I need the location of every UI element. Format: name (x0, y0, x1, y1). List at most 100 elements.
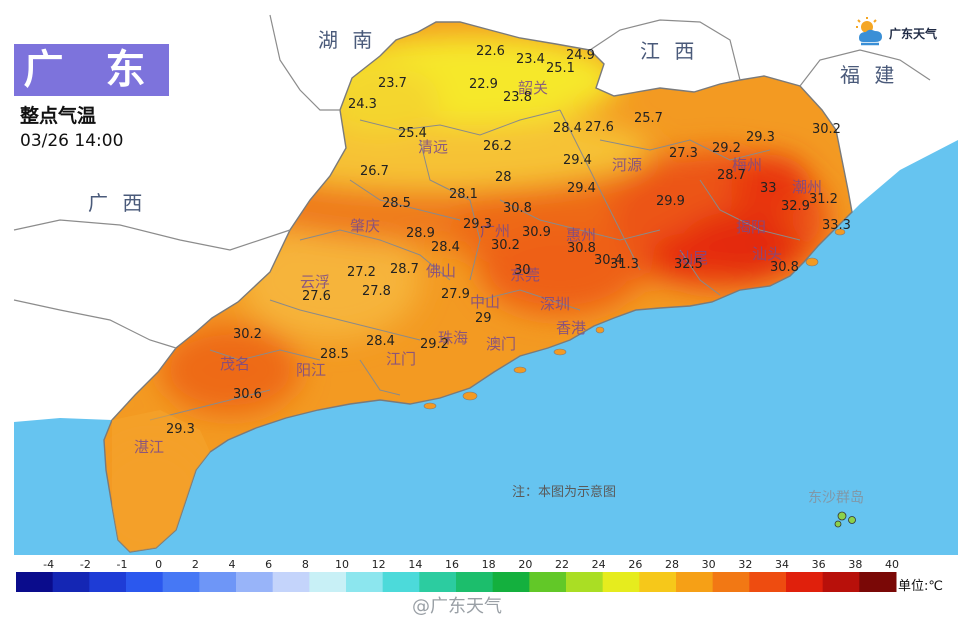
temp-label: 23.8 (503, 90, 532, 105)
temp-label: 27.3 (669, 146, 698, 161)
legend-swatch (859, 572, 897, 592)
legend-tick-label: -1 (117, 558, 128, 571)
city-label: 茂名 (220, 355, 250, 373)
legend-swatch (639, 572, 677, 592)
city-label: 肇庆 (350, 217, 380, 235)
legend-tick-label: 6 (265, 558, 272, 571)
legend-swatch (566, 572, 604, 592)
weibo-watermark: @广东天气 (412, 596, 502, 617)
temp-label: 28.9 (406, 226, 435, 241)
legend-tick-label: 38 (848, 558, 862, 571)
city-label: 汕头 (752, 245, 782, 263)
city-label: 湛江 (134, 438, 164, 456)
legend-tick-label: 20 (518, 558, 532, 571)
temp-label: 31.3 (610, 257, 639, 272)
temp-label: 33.3 (822, 218, 851, 233)
temp-label: 28.5 (320, 347, 349, 362)
temp-label: 24.9 (566, 48, 595, 63)
temp-label: 27.6 (302, 289, 331, 304)
temp-label: 30.9 (522, 225, 551, 240)
city-label: 江门 (386, 350, 416, 368)
temp-label: 29.9 (656, 194, 685, 209)
legend-swatch (712, 572, 750, 592)
legend-tick-label: 40 (885, 558, 899, 571)
city-label: 广州 (480, 222, 510, 240)
temp-label: 30.8 (770, 260, 799, 275)
city-label: 珠海 (438, 329, 468, 347)
city-label: 河源 (612, 156, 642, 174)
legend-tick-label: 0 (155, 558, 162, 571)
city-label: 深圳 (540, 295, 570, 313)
temp-label: 28 (495, 170, 512, 185)
temp-label: 23.4 (516, 52, 545, 67)
legend-swatch (236, 572, 274, 592)
temp-label: 28.4 (553, 121, 582, 136)
city-label: 汕尾 (678, 249, 708, 267)
temp-label: 30.4 (594, 253, 623, 268)
temp-label: 28.5 (382, 196, 411, 211)
legend-swatch (89, 572, 127, 592)
temp-label: 25.7 (634, 111, 663, 126)
legend-swatch (272, 572, 310, 592)
temperature-legend: -4 -2 -1 0 2 4 6 8 10 12 14 16 18 20 22 24 26 28 30 32 34 36 3… (16, 558, 899, 592)
temp-label: 22.9 (469, 77, 498, 92)
temp-label: 22.6 (476, 44, 505, 59)
temp-label: 24.3 (348, 97, 377, 112)
legend-tick-label: 18 (482, 558, 496, 571)
temp-label: 26.2 (483, 139, 512, 154)
temp-label: 30.8 (503, 201, 532, 216)
temp-label: 29.2 (712, 141, 741, 156)
city-label: 东莞 (510, 266, 540, 284)
legend-tick-label: 14 (408, 558, 422, 571)
temp-label: 28.7 (717, 168, 746, 183)
city-label: 清远 (418, 138, 448, 156)
legend-swatch (199, 572, 237, 592)
legend-tick-label: 30 (702, 558, 716, 571)
legend-swatch (786, 572, 824, 592)
legend-tick-label: 8 (302, 558, 309, 571)
legend-tick-label: 24 (592, 558, 606, 571)
unit-label: 单位:℃ (898, 579, 943, 594)
dongsha-islands (834, 511, 856, 528)
temp-label: 29 (475, 311, 492, 326)
city-label: 惠州 (566, 226, 596, 244)
legend-swatch (492, 572, 530, 592)
temp-label: 30.6 (233, 387, 262, 402)
legend-tick-label: 16 (445, 558, 459, 571)
temp-label: 29.3 (463, 217, 492, 232)
temp-label: 25.4 (398, 126, 427, 141)
temp-label: 32.5 (674, 257, 703, 272)
temp-label: 30.2 (233, 327, 262, 342)
legend-swatch (126, 572, 164, 592)
legend-tick-label: 26 (628, 558, 642, 571)
temp-label: 27.9 (441, 287, 470, 302)
legend-swatch (419, 572, 457, 592)
city-label: 潮州 (792, 178, 822, 196)
temp-label: 29.3 (746, 130, 775, 145)
temp-label: 29.4 (567, 181, 596, 196)
city-label: 揭阳 (736, 218, 766, 236)
schematic-note: 注：本图为示意图 (512, 485, 617, 500)
legend-tick-label: 36 (812, 558, 826, 571)
guangdong-weather-logo: 广东天气 (853, 16, 937, 50)
legend-tick-label: 22 (555, 558, 569, 571)
legend-tick-label: 4 (229, 558, 236, 571)
legend-swatch (676, 572, 714, 592)
region-title: 广 东 (14, 44, 169, 96)
legend-swatch (529, 572, 567, 592)
province-label-jiangxi: 江 西 (640, 39, 699, 63)
temp-label: 28.7 (390, 262, 419, 277)
legend-tick-label: 32 (738, 558, 752, 571)
temp-label: 32.9 (781, 199, 810, 214)
temp-label: 28.4 (431, 240, 460, 255)
city-label: 澳门 (486, 335, 516, 353)
sun-cloud-icon (856, 17, 882, 46)
temp-label: 28.4 (366, 334, 395, 349)
legend-swatch (346, 572, 384, 592)
temp-label: 26.7 (360, 164, 389, 179)
legend-tick-label: 2 (192, 558, 199, 571)
city-label: 香港 (556, 319, 586, 337)
temp-label: 27.6 (585, 120, 614, 135)
province-label-guangxi: 广 西 (88, 191, 147, 215)
legend-swatch (162, 572, 200, 592)
